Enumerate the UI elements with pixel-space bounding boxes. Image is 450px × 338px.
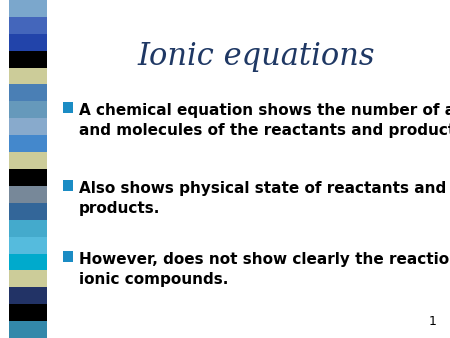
Bar xyxy=(9,254,47,270)
Bar xyxy=(9,169,47,186)
Bar xyxy=(63,251,73,262)
Bar xyxy=(9,0,47,17)
Bar xyxy=(9,84,47,101)
Bar xyxy=(9,51,47,68)
Bar xyxy=(9,34,47,51)
Bar xyxy=(9,321,47,338)
Text: Ionic equations: Ionic equations xyxy=(138,41,375,72)
Bar xyxy=(9,17,47,34)
Text: However, does not show clearly the reactions of
ionic compounds.: However, does not show clearly the react… xyxy=(79,252,450,287)
Bar xyxy=(9,68,47,84)
Bar xyxy=(63,102,73,113)
Bar xyxy=(9,304,47,321)
Text: Also shows physical state of reactants and
products.: Also shows physical state of reactants a… xyxy=(79,181,446,216)
Bar xyxy=(9,220,47,237)
Bar xyxy=(9,135,47,152)
Bar xyxy=(9,270,47,287)
Bar xyxy=(9,118,47,135)
Text: A chemical equation shows the number of atoms
and molecules of the reactants and: A chemical equation shows the number of … xyxy=(79,103,450,139)
Bar xyxy=(9,186,47,203)
Bar xyxy=(9,203,47,220)
Text: 1: 1 xyxy=(428,315,436,328)
Bar xyxy=(63,180,73,191)
Bar xyxy=(9,101,47,118)
Bar xyxy=(9,237,47,254)
Bar xyxy=(9,152,47,169)
Bar xyxy=(9,287,47,304)
